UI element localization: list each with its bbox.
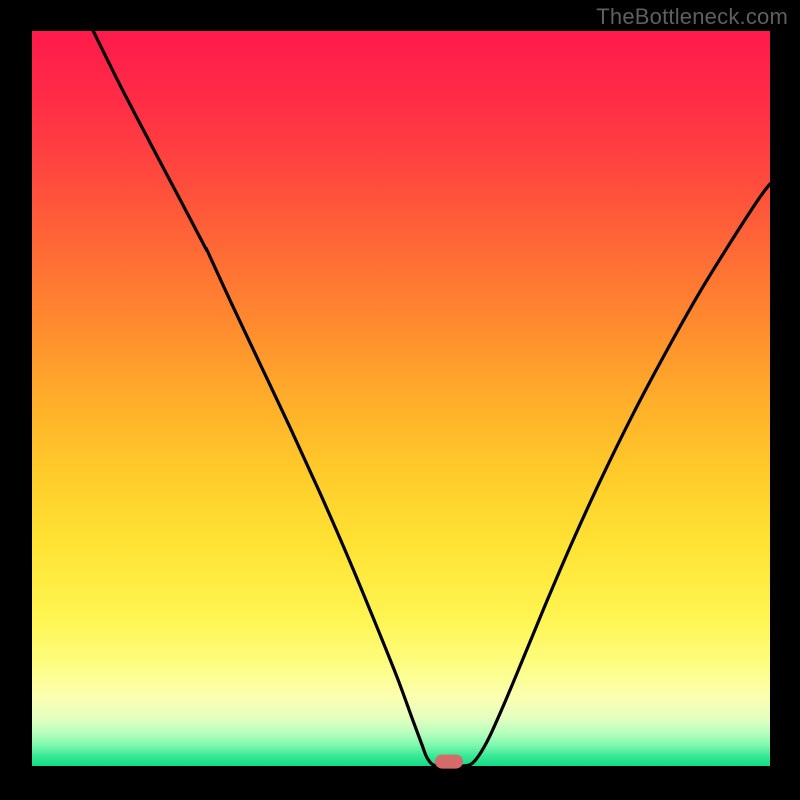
- plot-background: [32, 31, 770, 766]
- watermark-text: TheBottleneck.com: [0, 4, 800, 30]
- optimal-marker: [435, 755, 463, 769]
- bottleneck-chart: [0, 0, 800, 800]
